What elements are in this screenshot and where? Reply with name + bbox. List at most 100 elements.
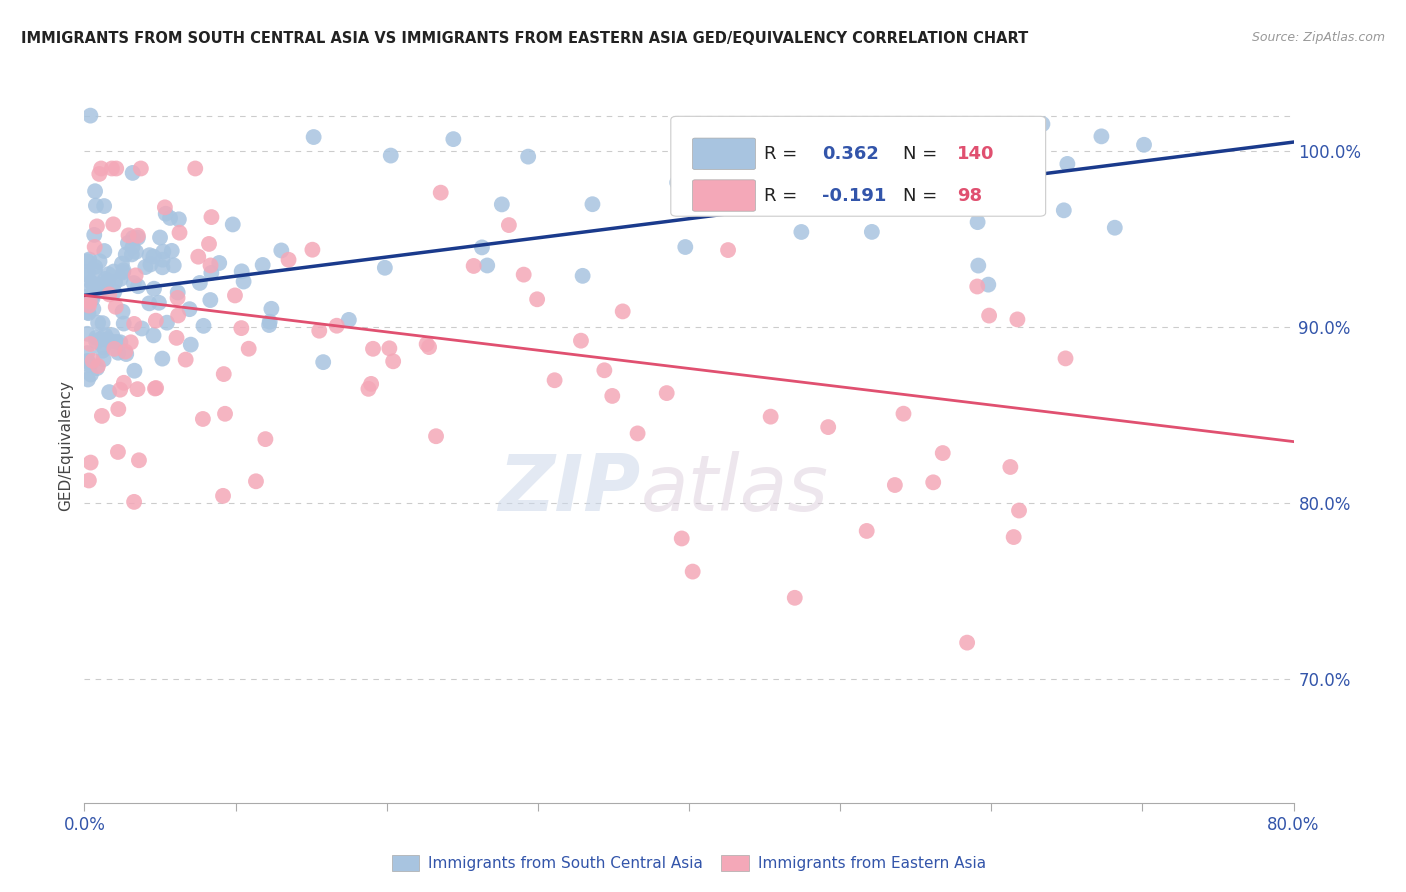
- Point: [128, 453, 150, 467]
- Text: -0.191: -0.191: [823, 186, 886, 204]
- Point: [101, 161, 124, 176]
- Point: [270, 244, 292, 258]
- Point: [169, 226, 191, 240]
- Point: [193, 318, 215, 333]
- Point: [860, 225, 883, 239]
- Point: [94, 280, 117, 294]
- Point: [963, 177, 986, 191]
- Point: [418, 340, 440, 354]
- Point: [127, 228, 149, 243]
- Point: [149, 230, 172, 244]
- Point: [208, 256, 231, 270]
- Point: [673, 240, 696, 254]
- Point: [89, 277, 111, 292]
- Point: [1090, 129, 1112, 144]
- Point: [581, 197, 603, 211]
- Point: [671, 532, 693, 546]
- Point: [77, 289, 100, 303]
- Point: [84, 184, 107, 198]
- Point: [517, 150, 540, 164]
- Text: 0.362: 0.362: [823, 145, 879, 162]
- Text: 98: 98: [957, 186, 983, 204]
- Point: [107, 402, 129, 417]
- Point: [361, 342, 384, 356]
- Point: [152, 244, 174, 259]
- Point: [932, 446, 955, 460]
- Point: [122, 231, 145, 245]
- Point: [155, 207, 177, 221]
- Point: [160, 244, 183, 258]
- Point: [977, 277, 1000, 292]
- Point: [87, 359, 110, 373]
- Point: [101, 328, 124, 343]
- Point: [89, 167, 111, 181]
- Point: [112, 376, 135, 390]
- Point: [82, 301, 104, 316]
- Point: [77, 306, 100, 320]
- Point: [93, 352, 115, 367]
- Point: [142, 328, 165, 343]
- Point: [100, 334, 122, 348]
- Point: [77, 296, 100, 310]
- Point: [166, 331, 188, 345]
- Point: [1054, 351, 1077, 366]
- Point: [174, 352, 197, 367]
- Point: [79, 456, 101, 470]
- Point: [76, 326, 98, 341]
- Point: [114, 344, 136, 359]
- Point: [855, 524, 877, 538]
- Point: [374, 260, 396, 275]
- Point: [110, 272, 132, 286]
- Point: [156, 316, 179, 330]
- Point: [79, 109, 101, 123]
- Point: [145, 314, 167, 328]
- Point: [302, 130, 325, 145]
- Point: [1002, 530, 1025, 544]
- Point: [429, 186, 451, 200]
- Point: [76, 346, 98, 360]
- Point: [312, 355, 335, 369]
- FancyBboxPatch shape: [671, 116, 1046, 216]
- Point: [569, 334, 592, 348]
- Point: [167, 309, 190, 323]
- Point: [76, 354, 98, 368]
- Point: [153, 200, 176, 214]
- Point: [76, 268, 98, 282]
- Point: [103, 217, 125, 231]
- Point: [76, 295, 98, 310]
- Point: [105, 334, 128, 349]
- Point: [80, 368, 103, 382]
- Point: [111, 257, 134, 271]
- Point: [86, 219, 108, 234]
- Point: [593, 363, 616, 377]
- Point: [131, 321, 153, 335]
- Point: [222, 218, 245, 232]
- Point: [666, 176, 689, 190]
- Point: [138, 296, 160, 310]
- Point: [77, 372, 100, 386]
- Point: [84, 334, 107, 349]
- Point: [1053, 203, 1076, 218]
- Point: [107, 445, 129, 459]
- Point: [125, 244, 148, 259]
- Point: [83, 227, 105, 242]
- Point: [76, 305, 98, 319]
- Point: [184, 161, 207, 176]
- Point: [191, 412, 214, 426]
- Point: [1056, 157, 1078, 171]
- Point: [759, 409, 782, 424]
- Point: [626, 426, 648, 441]
- Text: atlas: atlas: [641, 450, 828, 527]
- Point: [90, 161, 112, 176]
- Point: [110, 335, 132, 350]
- Point: [200, 293, 222, 307]
- Point: [682, 565, 704, 579]
- Point: [212, 489, 235, 503]
- Point: [1021, 163, 1043, 178]
- Point: [80, 275, 103, 289]
- Point: [148, 295, 170, 310]
- Point: [143, 282, 166, 296]
- Point: [382, 354, 405, 368]
- Point: [98, 385, 121, 400]
- Point: [695, 180, 717, 194]
